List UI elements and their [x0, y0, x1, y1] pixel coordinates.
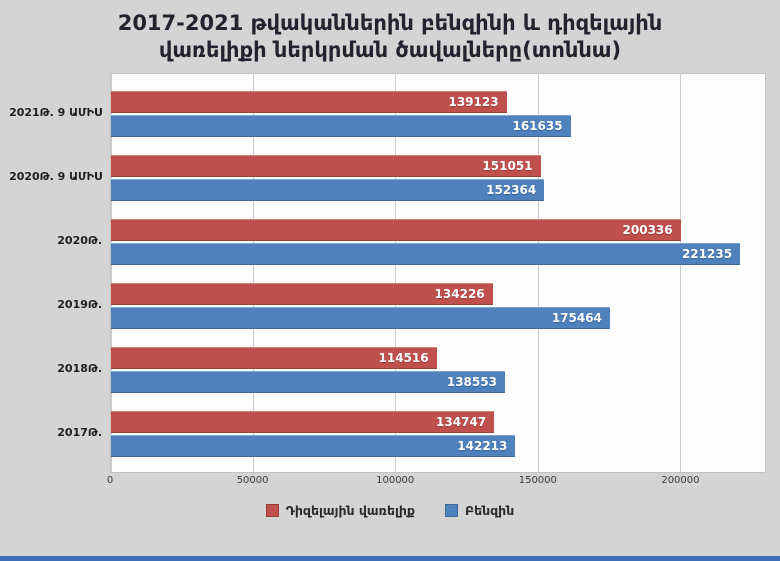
y-axis-label: 2019Թ.: [57, 298, 102, 312]
x-axis-tick-labels: 0 50000 100000 150000 200000: [106, 474, 766, 491]
x-tick-label: 50000: [236, 474, 269, 486]
legend-item-diesel: Դիզելային վառելիք: [265, 502, 415, 518]
legend-swatch-benzin: [444, 503, 458, 517]
bar-benzin: 175464: [111, 306, 610, 329]
plot-area: 139123 161635 151051 152364 200336 221235 1342…: [110, 72, 766, 474]
bar-value-label: 134226: [434, 286, 485, 301]
legend-item-benzin: Բենզին: [444, 502, 515, 518]
bar-benzin: 152364: [111, 178, 545, 201]
y-axis-label: 2018Թ.: [57, 362, 102, 376]
chart-title: 2017-2021 թվականներին բենզինի և դիզելայի…: [117, 11, 663, 63]
bar-benzin: 142213: [111, 434, 516, 457]
gridline: [395, 73, 397, 472]
y-axis-label: 2020Թ.: [57, 234, 102, 248]
bar-value-label: 221235: [681, 246, 733, 261]
bottom-accent-strip: [0, 556, 780, 561]
gridline: [111, 73, 112, 472]
bar-group: 114516 138553: [111, 338, 765, 402]
bar-value-label: 142213: [457, 438, 508, 453]
bar-value-label: 134747: [436, 414, 487, 429]
gridline: [679, 73, 681, 472]
bar-value-label: 151051: [482, 158, 533, 173]
bars-layer: 139123 161635 151051 152364 200336 221235 1342…: [111, 74, 765, 474]
bar-group: 134226 175464: [111, 274, 765, 338]
chart-area: 2021Թ. 9 ԱՄԻՍ 2020Թ. 9 ԱՄԻՍ 2020Թ. 2019Թ. 20…: [6, 72, 766, 491]
x-tick-label: 200000: [661, 474, 700, 486]
bar-benzin: 138553: [111, 370, 505, 393]
bar-diesel: 114516: [111, 346, 437, 369]
bar-diesel: 151051: [111, 154, 541, 177]
plot-column: 139123 161635 151051 152364 200336 221235 1342…: [106, 72, 766, 491]
legend: Դիզելային վառելիք Բենզին: [0, 503, 780, 518]
gridline: [537, 73, 539, 472]
bar-benzin: 161635: [111, 114, 571, 137]
bar-value-label: 175464: [551, 310, 602, 325]
bar-value-label: 138553: [446, 374, 497, 389]
bar-diesel: 200336: [111, 218, 681, 241]
legend-swatch-diesel: [265, 503, 279, 517]
x-tick-label: 150000: [518, 474, 557, 486]
bar-diesel: 139123: [111, 90, 507, 113]
bar-group: 139123 161635: [111, 82, 765, 146]
bar-benzin: 221235: [111, 242, 741, 265]
x-tick-label: 100000: [376, 474, 415, 486]
bar-value-label: 139123: [448, 94, 499, 109]
bar-group: 151051 152364: [111, 146, 765, 210]
bar-diesel: 134747: [111, 410, 495, 433]
gridline: [253, 73, 255, 472]
y-axis-label: 2021Թ. 9 ԱՄԻՍ: [9, 106, 102, 120]
legend-label-diesel: Դիզելային վառելիք: [285, 502, 415, 518]
x-tick-label: 0: [106, 474, 114, 486]
y-axis-labels: 2021Թ. 9 ԱՄԻՍ 2020Թ. 9 ԱՄԻՍ 2020Թ. 2019Թ. 20…: [6, 73, 110, 491]
bar-value-label: 152364: [486, 182, 537, 197]
bar-value-label: 161635: [512, 118, 563, 133]
bar-value-label: 114516: [378, 350, 429, 365]
bar-diesel: 134226: [111, 282, 493, 305]
bar-value-label: 200336: [622, 222, 673, 237]
y-axis-label: 2020Թ. 9 ԱՄԻՍ: [9, 170, 102, 184]
bar-group: 134747 142213: [111, 402, 765, 466]
legend-label-benzin: Բենզին: [464, 502, 515, 518]
y-axis-label: 2017Թ.: [57, 426, 102, 440]
bar-group: 200336 221235: [111, 210, 765, 274]
